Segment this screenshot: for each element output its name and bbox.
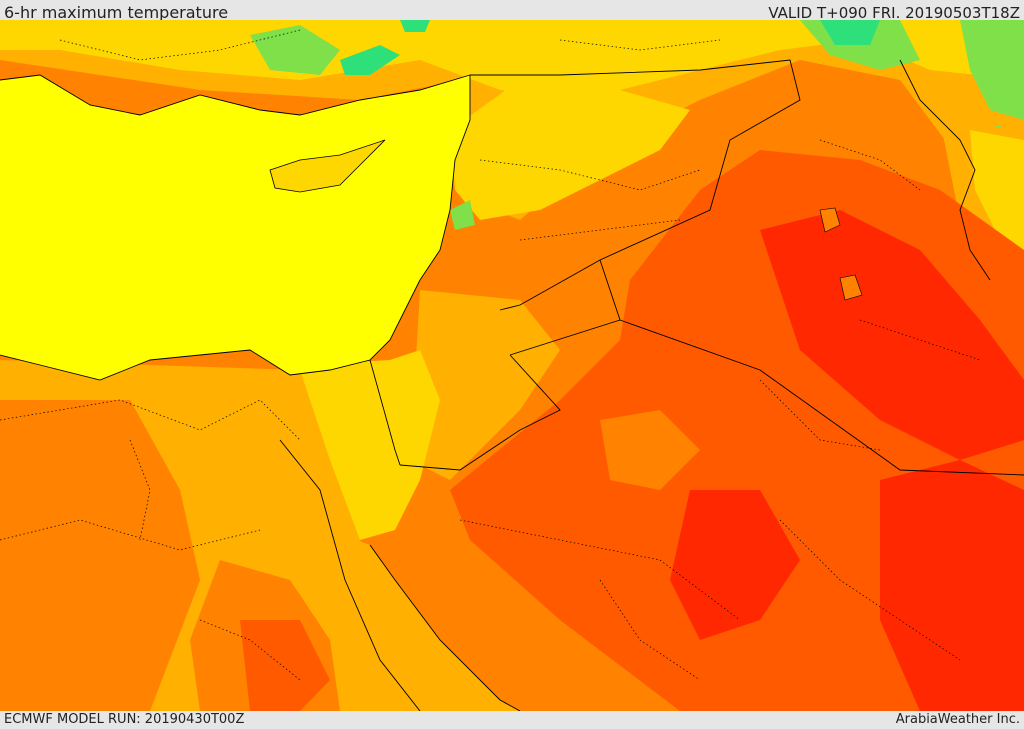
footer-bar: ECMWF MODEL RUN: 20190430T00Z ArabiaWeat…	[0, 711, 1024, 729]
egypt-very-hot-region	[240, 620, 330, 711]
border-iraq	[470, 59, 801, 311]
jordan-warm-region	[410, 290, 560, 480]
border-jordan-south	[399, 354, 561, 471]
border-egypt-israel	[369, 359, 401, 466]
header-bar: 6-hr maximum temperature VALID T+090 FRI…	[0, 0, 1024, 22]
credit-label: ArabiaWeather Inc.	[895, 712, 1020, 727]
egypt-hot-region-west	[0, 400, 200, 711]
border-saudi-iraq	[619, 319, 1024, 476]
extreme-region-southeast	[880, 460, 1024, 711]
border-jordan	[509, 259, 621, 356]
cool-region-lebanon	[450, 200, 475, 230]
coastline-red-sea-east	[369, 544, 521, 711]
lake-mesopotamia-2	[839, 274, 863, 301]
extreme-region-iraq	[760, 210, 1024, 460]
zagros-mild-region	[970, 130, 1024, 260]
model-run-label: ECMWF MODEL RUN: 20190430T00Z	[4, 712, 245, 727]
cold-region-west	[340, 45, 400, 75]
syria-mild-region	[450, 80, 690, 220]
lake-mesopotamia-1	[819, 207, 841, 233]
border-iran	[899, 59, 991, 281]
cyprus-island	[269, 139, 386, 193]
sinai-mild-region	[280, 350, 440, 540]
temperature-map	[0, 20, 1024, 711]
coastline-turkey	[0, 74, 471, 116]
extreme-region-south	[670, 490, 800, 640]
coastline-red-sea-west	[279, 439, 421, 711]
map-title: 6-hr maximum temperature	[4, 3, 229, 22]
valid-time: VALID T+090 FRI. 20190503T18Z	[768, 4, 1020, 22]
cool-region-west	[250, 25, 340, 75]
province-boundaries	[0, 29, 981, 681]
cold-region-northeast	[820, 20, 880, 45]
map-canvas	[0, 20, 1024, 711]
cold-region-north	[400, 20, 430, 32]
cool-region-east	[960, 20, 1024, 120]
hot-patch-saudi	[600, 410, 700, 490]
